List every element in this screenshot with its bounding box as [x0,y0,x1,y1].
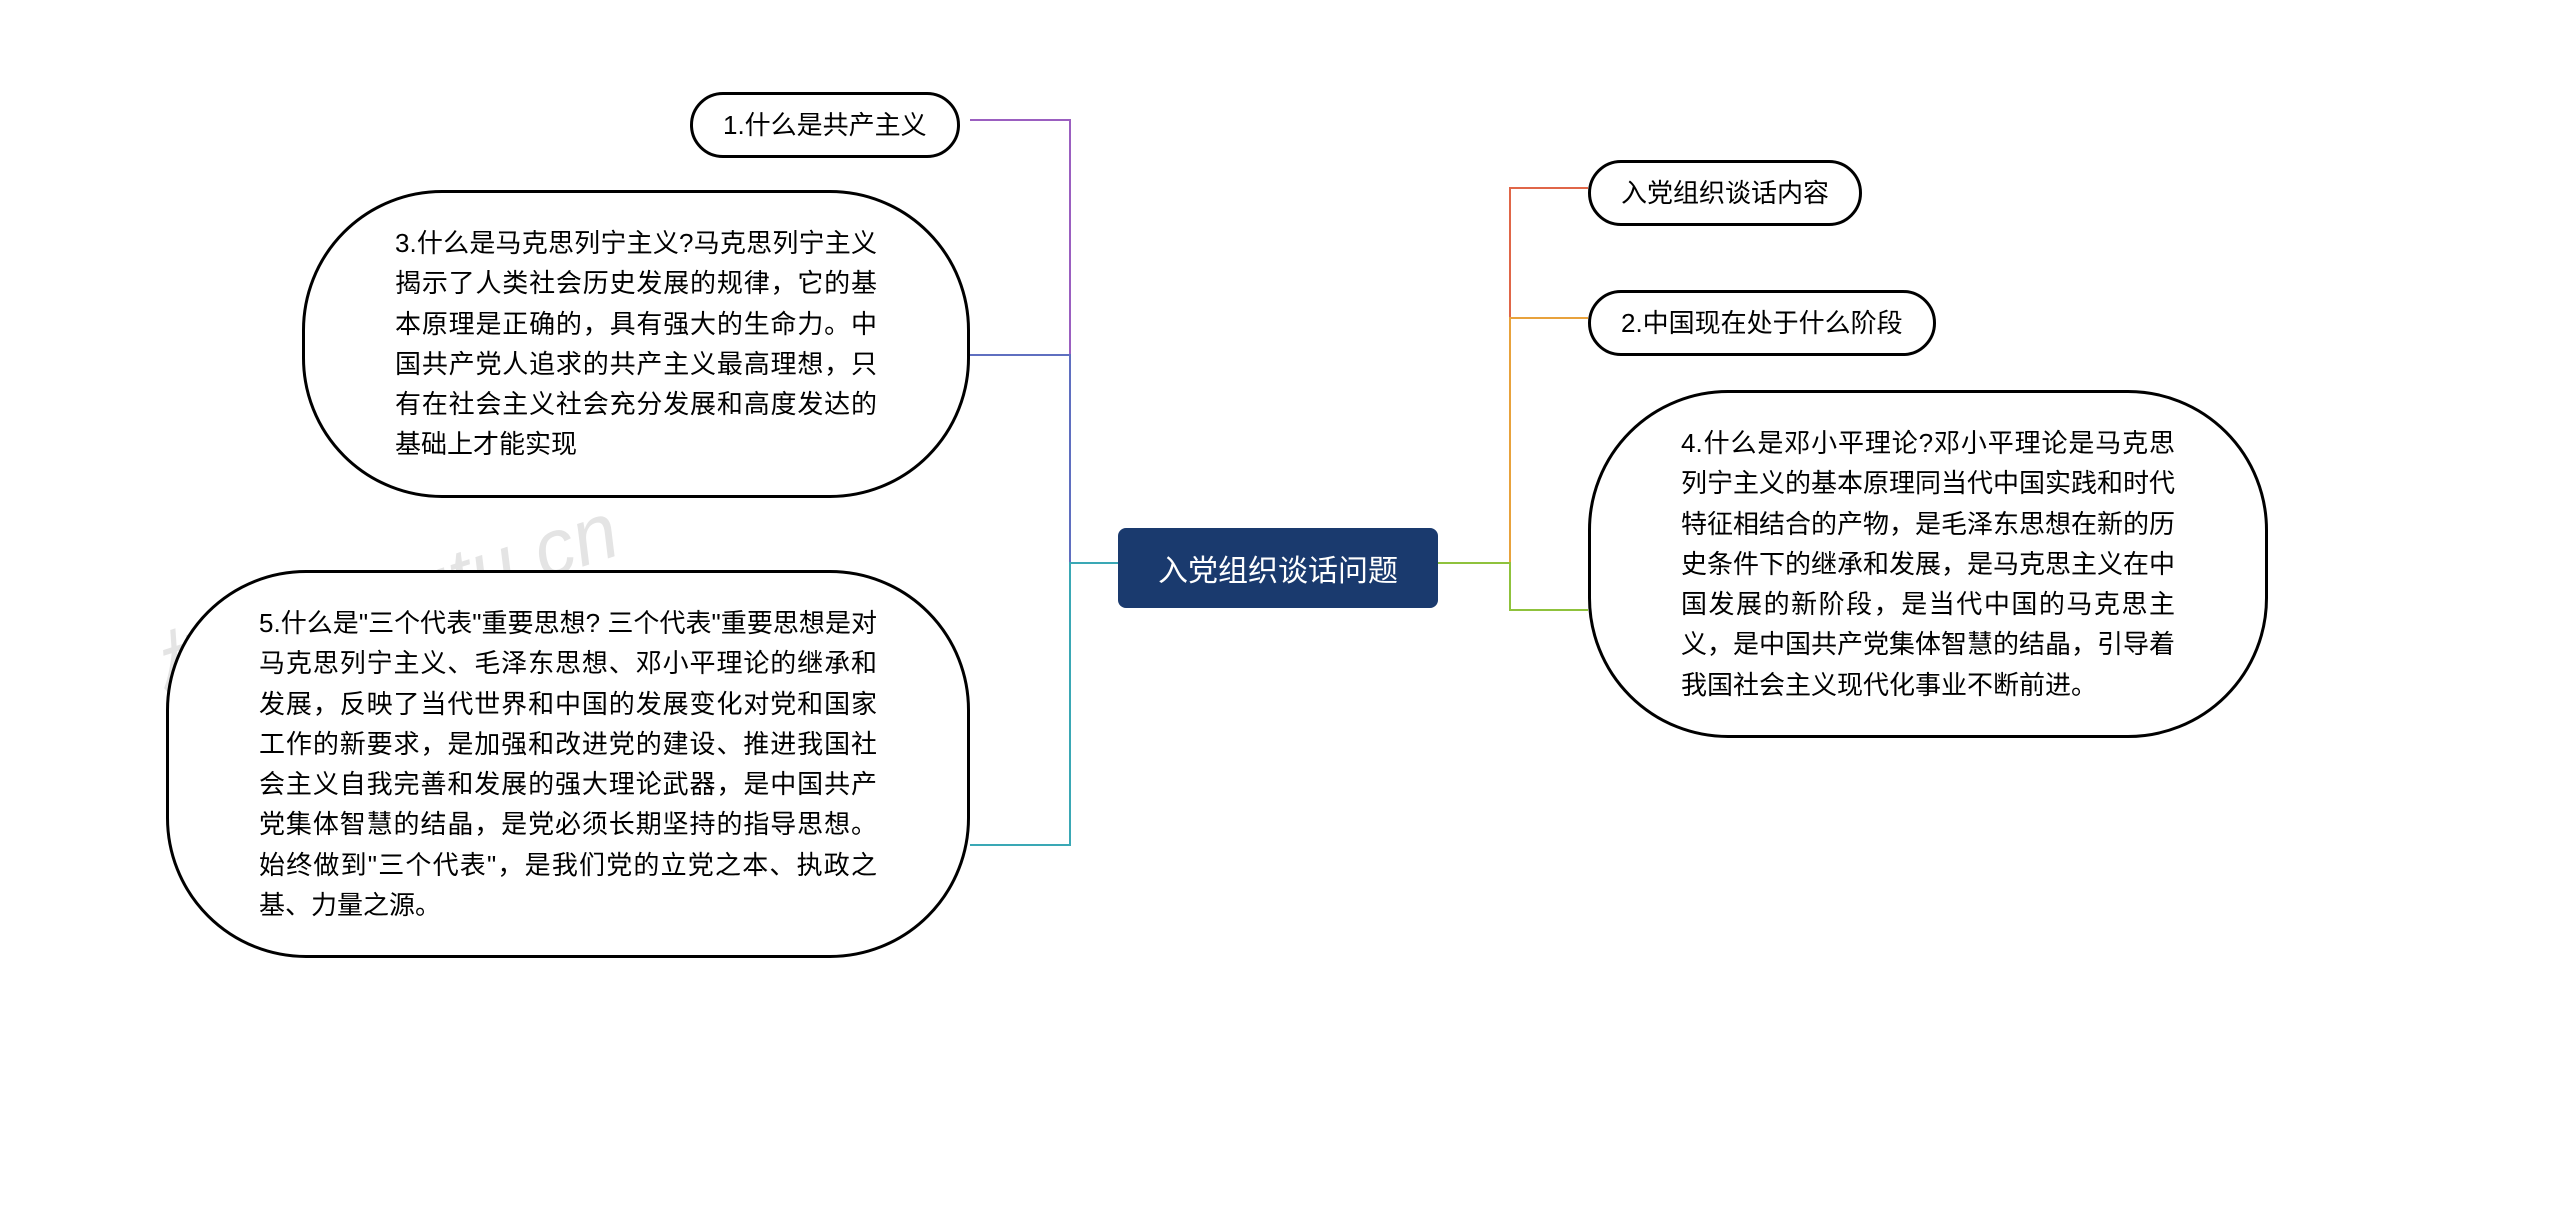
node-left-3: 5.什么是"三个代表"重要思想? 三个代表"重要思想是对马克思列宁主义、毛泽东思… [166,570,970,958]
node-right-2: 2.中国现在处于什么阶段 [1588,290,1936,356]
node-right-1: 入党组织谈话内容 [1588,160,1862,226]
node-right-3: 4.什么是邓小平理论?邓小平理论是马克思列宁主义的基本原理同当代中国实践和时代特… [1588,390,2268,738]
node-left-1: 1.什么是共产主义 [690,92,960,158]
root-node: 入党组织谈话问题 [1118,528,1438,608]
mindmap-canvas: 树图 shutu.cn 树图 shutu.cn 入党组织谈话问题 1.什么是共产… [0,0,2560,1219]
node-left-2: 3.什么是马克思列宁主义?马克思列宁主义揭示了人类社会历史发展的规律，它的基本原… [302,190,970,498]
